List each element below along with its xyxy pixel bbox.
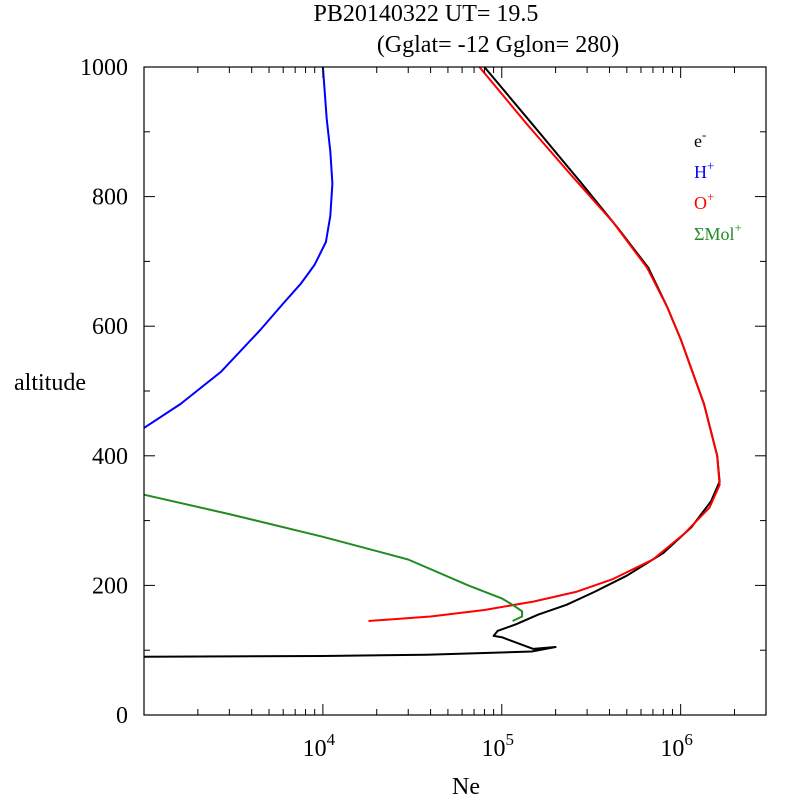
legend-entry: ΣMol+ (694, 220, 742, 244)
chart-subtitle: (Gglat= -12 Gglon= 280) (377, 32, 619, 58)
series-line (368, 66, 721, 622)
x-tick-label: 105 (482, 730, 515, 762)
y-tick-label: 400 (92, 444, 128, 470)
series-curves (143, 66, 721, 658)
legend-entry: H+ (694, 158, 714, 182)
legend-entry: e- (694, 127, 706, 151)
y-tick-label: 0 (116, 703, 128, 729)
x-tick-label: 104 (303, 730, 336, 762)
y-axis-label: altitude (14, 370, 86, 396)
x-axis: 104 105 106 (143, 67, 767, 762)
chart-title: PB20140322 UT= 19.5 (314, 1, 539, 27)
y-axis: 0 200 400 600 800 1000 (80, 55, 766, 729)
series-line (143, 66, 334, 429)
y-tick-label: 800 (92, 185, 128, 211)
y-tick-label: 1000 (80, 55, 128, 81)
plot-frame (143, 66, 767, 716)
legend: e- H+ O+ ΣMol+ (694, 127, 742, 244)
y-tick-label: 200 (92, 573, 128, 599)
y-tick-label: 600 (92, 314, 128, 340)
x-tick-label: 106 (660, 730, 693, 762)
legend-entry: O+ (694, 189, 714, 213)
series-line (143, 493, 524, 622)
x-axis-label: Ne (452, 774, 480, 796)
